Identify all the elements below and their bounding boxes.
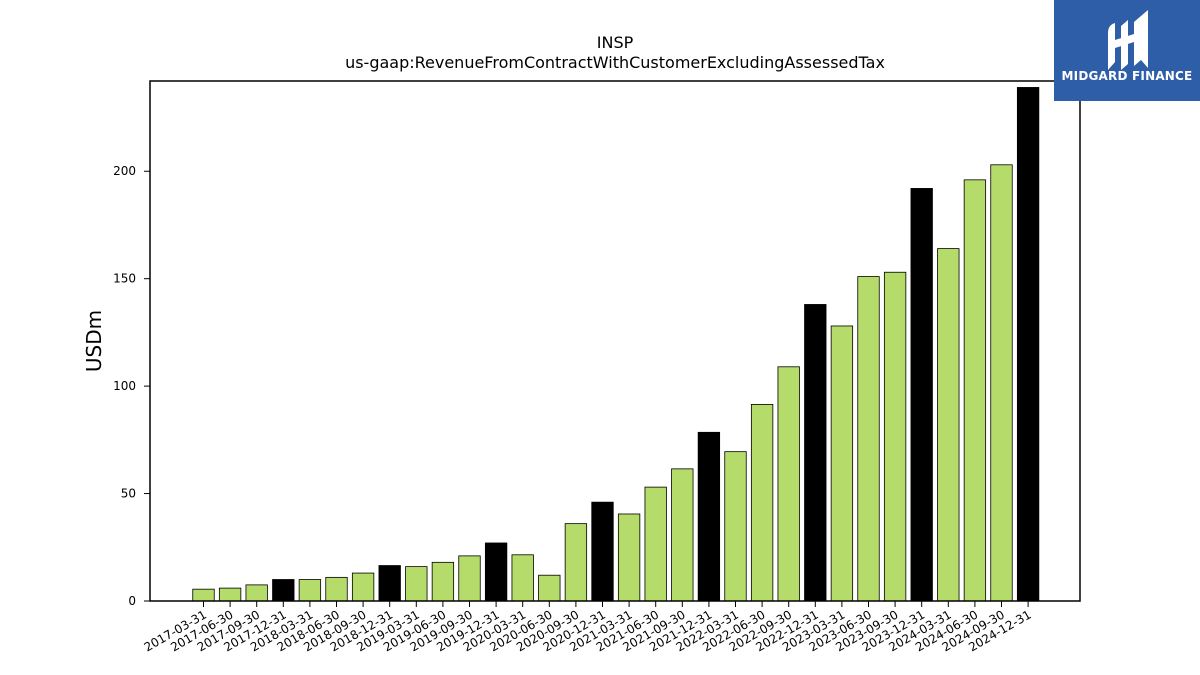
y-axis-ticks: 0 50 100 150 200 bbox=[113, 164, 150, 608]
bar-2019-09-30 bbox=[458, 555, 481, 602]
y-tick-label: 0 bbox=[128, 594, 136, 608]
bar-2017-09-30 bbox=[245, 584, 268, 602]
bar-2021-12-31 bbox=[697, 431, 721, 602]
bar-2020-06-30 bbox=[538, 574, 561, 602]
bar-2018-12-31 bbox=[378, 565, 401, 602]
bar-2018-09-30 bbox=[351, 572, 375, 602]
bar-2018-03-31 bbox=[298, 579, 322, 602]
bar-2024-12-31 bbox=[1016, 87, 1040, 602]
bar-2020-03-31 bbox=[511, 554, 534, 602]
bar-2022-09-30 bbox=[777, 366, 800, 602]
chart-title: INSP bbox=[597, 33, 634, 52]
y-tick-label: 150 bbox=[113, 272, 136, 286]
bar-2021-09-30 bbox=[671, 468, 694, 602]
bar-2021-06-30 bbox=[644, 486, 667, 602]
bar-2017-03-31 bbox=[192, 588, 215, 602]
bar-2022-12-31 bbox=[804, 304, 827, 602]
bar-2018-06-30 bbox=[325, 576, 348, 602]
y-tick-label: 100 bbox=[113, 379, 136, 393]
bar-2024-06-30 bbox=[963, 179, 987, 602]
midgard-finance-logo: MIDGARD FINANCE bbox=[1054, 0, 1200, 101]
chart-subtitle: us-gaap:RevenueFromContractWithCustomerE… bbox=[345, 53, 885, 72]
bar-2017-06-30 bbox=[218, 587, 242, 602]
bar-2024-03-31 bbox=[937, 248, 960, 602]
bar-2019-03-31 bbox=[405, 566, 428, 602]
x-axis-ticks: 2017-03-312017-06-302017-09-302017-12-31… bbox=[142, 601, 1034, 654]
y-tick-label: 200 bbox=[113, 164, 136, 178]
bar-2019-06-30 bbox=[431, 561, 455, 602]
bar-2023-03-31 bbox=[830, 325, 854, 602]
bar-2017-12-31 bbox=[272, 579, 295, 602]
bar-2021-03-31 bbox=[617, 513, 641, 602]
bar-2024-09-30 bbox=[990, 164, 1013, 602]
logo-text: MIDGARD FINANCE bbox=[1061, 69, 1193, 83]
bar-2020-09-30 bbox=[564, 523, 588, 602]
bar-2022-06-30 bbox=[750, 403, 774, 602]
bar-2023-12-31 bbox=[910, 188, 933, 602]
bars-group bbox=[192, 87, 1040, 602]
midgard-logo-icon bbox=[1108, 10, 1148, 70]
y-tick-label: 50 bbox=[121, 487, 136, 501]
bar-2022-03-31 bbox=[724, 451, 747, 602]
bar-2023-06-30 bbox=[857, 276, 880, 602]
bar-2019-12-31 bbox=[484, 542, 508, 602]
bar-2023-09-30 bbox=[883, 271, 907, 602]
plot-area-frame bbox=[149, 80, 1081, 602]
y-axis-label: USDm bbox=[82, 310, 106, 372]
bar-2020-12-31 bbox=[591, 501, 614, 602]
